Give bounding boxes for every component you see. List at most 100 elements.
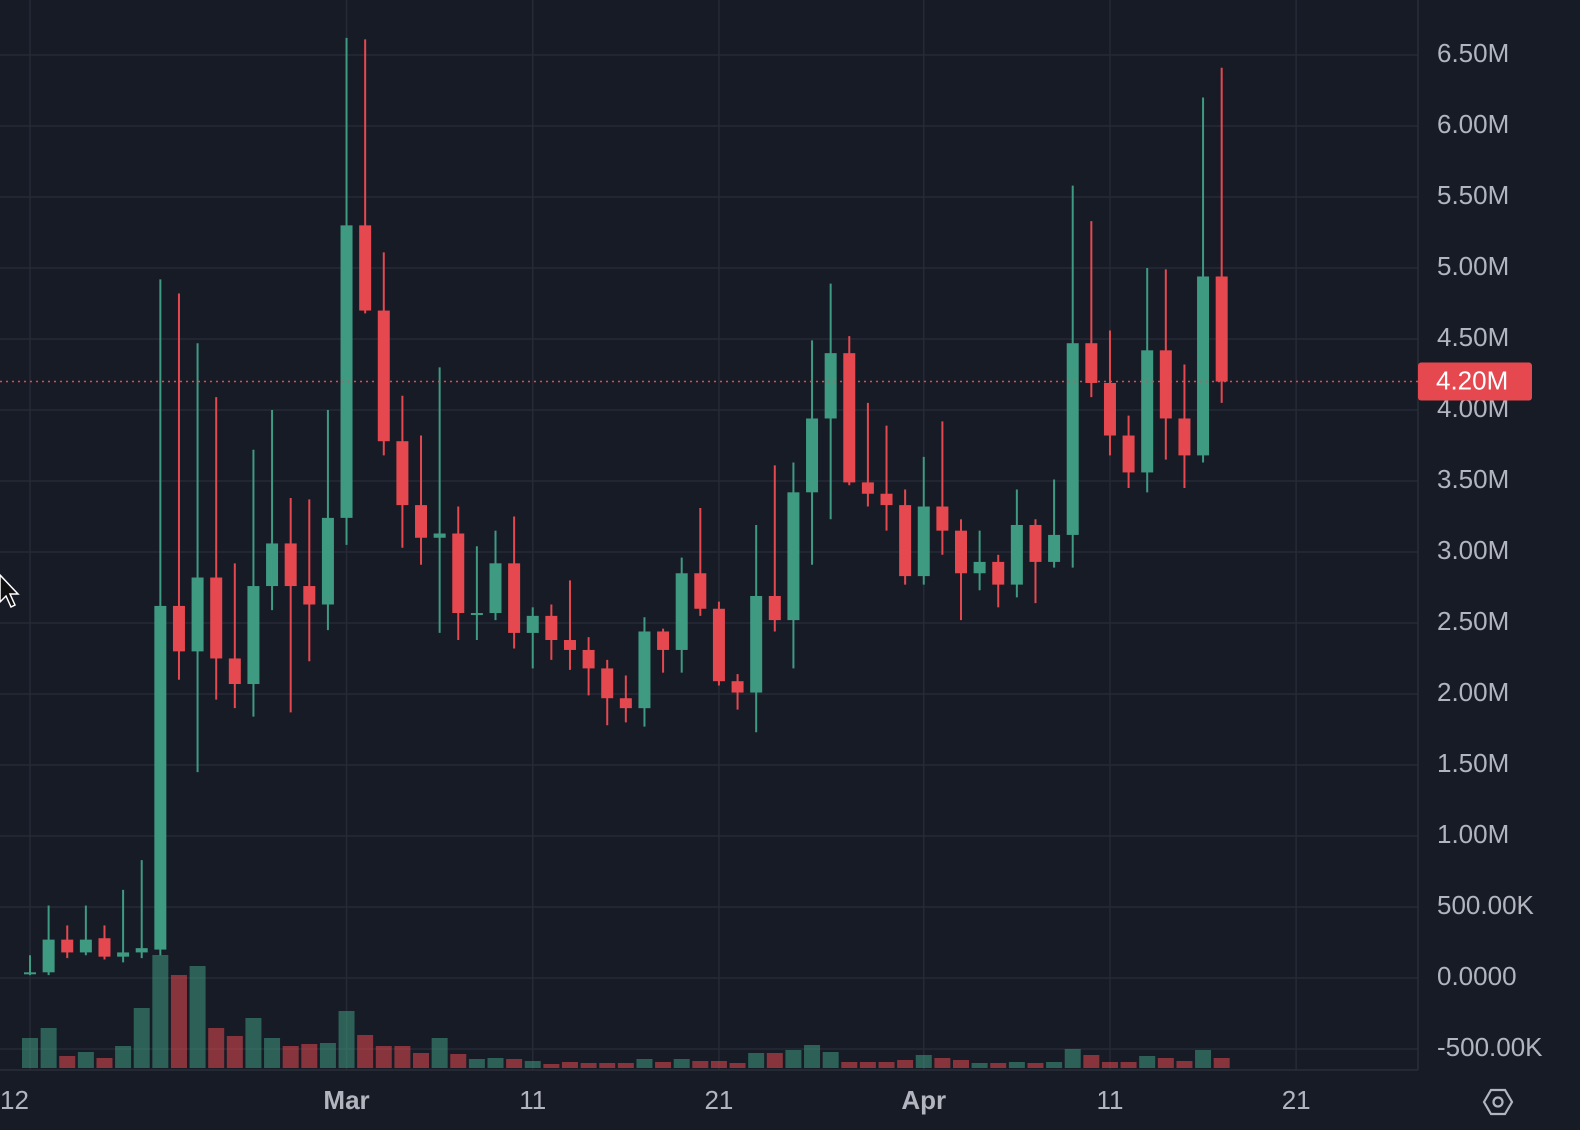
volume-bar (822, 1052, 839, 1068)
volume-bar (766, 1053, 783, 1068)
volume-bar (1027, 1063, 1044, 1068)
axes: 6.50M6.00M5.50M5.00M4.50M4.00M3.50M3.00M… (0, 38, 1543, 1115)
candle-body (396, 441, 409, 506)
volume-bar (357, 1035, 374, 1068)
volume-bar (841, 1062, 858, 1068)
candle-body (321, 517, 334, 605)
volume-bar (22, 1038, 38, 1068)
last-price-box (1418, 362, 1532, 401)
candle-body (973, 561, 986, 574)
last-price-label: 4.20M (1436, 365, 1508, 395)
candle-body (266, 543, 279, 587)
volume-bar (487, 1058, 504, 1068)
candle-body (563, 640, 576, 650)
candle-body (228, 658, 241, 685)
candle-body (247, 586, 260, 685)
volume-bar (450, 1054, 467, 1068)
candle-body (135, 948, 148, 953)
volume-bar (524, 1061, 541, 1068)
candle-body (936, 506, 949, 531)
candle-body (750, 595, 763, 693)
y-tick-label: 4.50M (1437, 322, 1509, 352)
y-tick-label: 2.00M (1437, 677, 1509, 707)
y-tick-label: 6.50M (1437, 38, 1509, 68)
volume-bar (617, 1063, 634, 1068)
x-tick-label: 11 (519, 1085, 546, 1115)
candle-body (284, 543, 297, 587)
y-tick-label: 3.50M (1437, 464, 1509, 494)
volume-bar (1120, 1062, 1137, 1068)
volume-bar (1008, 1062, 1025, 1068)
x-tick-label: 21 (704, 1085, 733, 1115)
volume-bar (115, 1046, 132, 1068)
candle-body (880, 493, 893, 506)
candle-body (210, 577, 223, 659)
volume-bar (934, 1058, 951, 1068)
x-tick-label: 11 (1096, 1085, 1123, 1115)
y-tick-label: 0.0000 (1437, 961, 1517, 991)
volume-bar (189, 966, 206, 1068)
candle-body (955, 530, 967, 574)
candle-body (470, 613, 483, 616)
candle-body (638, 631, 651, 709)
volume-bar (375, 1046, 392, 1068)
y-tick-label: 5.00M (1437, 251, 1509, 281)
settings-icon[interactable] (1482, 1088, 1514, 1116)
y-tick-label: 3.00M (1437, 535, 1509, 565)
volume-bar (40, 1028, 57, 1068)
volume-bar (170, 975, 187, 1068)
candle-body (489, 563, 502, 614)
volume-bar (543, 1064, 560, 1068)
volume-bar (301, 1044, 318, 1068)
mouse-cursor (0, 573, 20, 609)
candle-body (545, 615, 558, 641)
volume-bar (133, 1008, 150, 1068)
candle-body (657, 631, 670, 650)
candle-body (731, 681, 744, 693)
volume-bar (915, 1055, 932, 1068)
candles (24, 37, 1228, 976)
y-tick-label: 1.00M (1437, 819, 1509, 849)
x-tick-label: Mar (323, 1085, 369, 1115)
candle-body (582, 649, 595, 669)
candle-body (861, 482, 874, 494)
volume-bar (413, 1053, 430, 1068)
candle-body (824, 353, 837, 419)
y-tick-label: 5.50M (1437, 180, 1509, 210)
candle-body (806, 418, 819, 493)
volume-bar (468, 1059, 485, 1068)
candle-body (601, 668, 614, 699)
volume-bar (859, 1062, 876, 1068)
volume-bar (1213, 1058, 1230, 1068)
volume-bar (1195, 1050, 1212, 1068)
volume-bar (580, 1063, 597, 1068)
volume-bar (729, 1063, 746, 1068)
candle-body (787, 492, 800, 621)
candle-body (526, 615, 539, 633)
candle-body (303, 586, 316, 605)
candle-body (1141, 350, 1154, 473)
candle-body (359, 225, 372, 311)
volume-bar (1046, 1062, 1063, 1068)
candle-body (61, 939, 74, 953)
candle-body (1066, 343, 1079, 535)
candle-body (1048, 534, 1061, 562)
settings-button[interactable] (1482, 1088, 1514, 1116)
settings-icon-center[interactable] (1492, 1096, 1504, 1108)
volume-bar (282, 1046, 299, 1068)
volume-bar (394, 1046, 411, 1068)
candle-body (508, 563, 521, 633)
candle-body (42, 939, 55, 973)
candle-body (1029, 524, 1042, 562)
x-tick-label: 21 (1282, 1085, 1311, 1115)
volume-bar (96, 1058, 113, 1068)
x-tick-label: Apr (901, 1085, 946, 1115)
volume-bar (431, 1038, 448, 1068)
volume-bar (1157, 1058, 1174, 1068)
volume-bar (208, 1028, 225, 1068)
volume-pane (22, 955, 1230, 1068)
volume-bar (990, 1063, 1007, 1068)
candle-body (433, 533, 446, 538)
